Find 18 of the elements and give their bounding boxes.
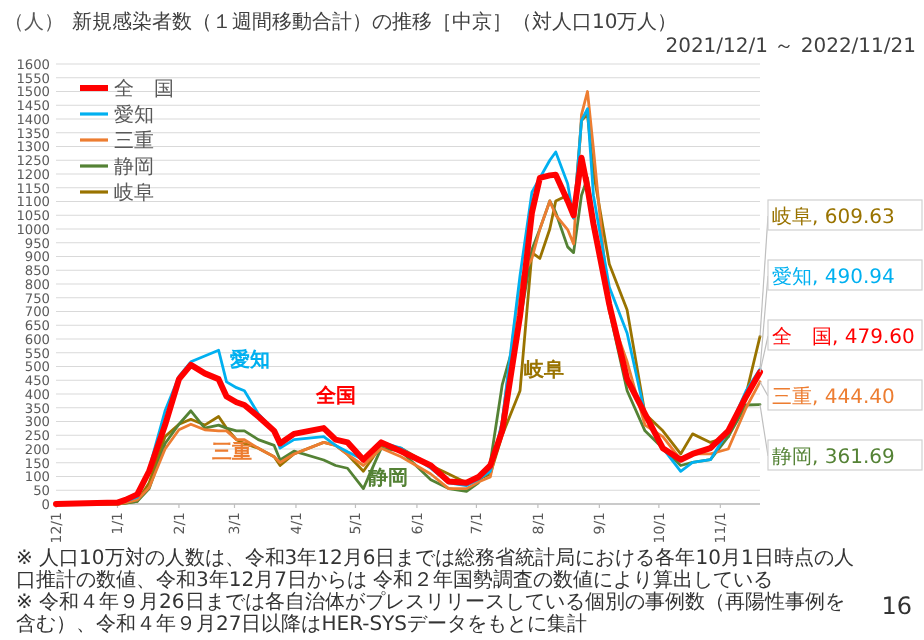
annotation: 全 国, 479.60 — [772, 325, 915, 349]
text: ※ 令和４年９月26日までは各自治体がプレスリリースしている個別の事例数（再陽性事例を含む）、令和４年９月27日以降はHER-SYSデータをもとに集計 — [16, 592, 847, 636]
chart-subtitle: 2021/12/1 ～ 2022/11/21 — [665, 36, 916, 58]
legend-label: 静岡 — [114, 155, 154, 179]
y-axis-title: （人） — [4, 12, 64, 34]
annotation: 三重, 444.40 — [772, 385, 895, 409]
text: 16 — [881, 592, 912, 620]
end-label: 全 国, 479.60 — [759, 319, 923, 373]
chart-title: 新規感染者数（１週間移動合計）の推移［中京］（対人口10万人） — [72, 10, 678, 34]
annotation: 静岡, 361.69 — [772, 445, 895, 469]
legend-label: 全 国 — [114, 77, 174, 101]
annotation: 岐阜, 609.63 — [772, 205, 895, 229]
legend-label: 愛知 — [114, 103, 154, 127]
annotation: 愛知, 490.94 — [772, 265, 895, 289]
end-label: 三重, 444.40 — [759, 379, 923, 411]
legend-label: 三重 — [114, 129, 154, 153]
legend-label: 岐阜 — [114, 181, 154, 205]
text: ※ 人口10万対の人数は、令和3年12月6日までは総務省統計局における各年10月1日時点の人口推計の数値、令和3年12月7日からは 令和２年国勢調査の数値により算出している — [16, 548, 856, 592]
